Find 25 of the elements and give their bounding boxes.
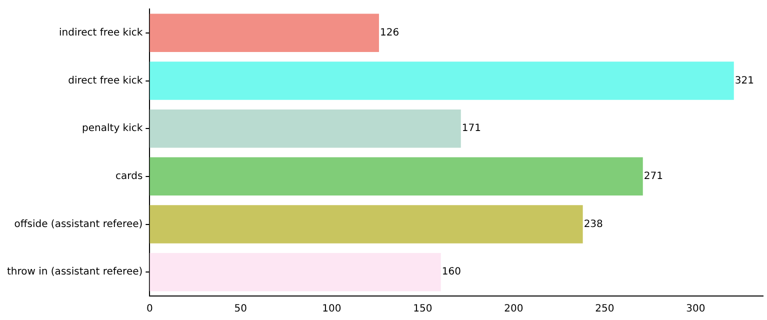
bar [150, 14, 379, 52]
bar [150, 252, 441, 292]
y-tick-label: throw in (assistant referee) [6, 266, 143, 278]
data-label: 238 [584, 218, 603, 230]
y-tick-label: offside (assistant referee) [14, 218, 143, 230]
x-tick-label: 300 [686, 304, 706, 315]
data-label: 321 [734, 75, 754, 86]
bar [150, 205, 583, 244]
x-tick-label: 50 [234, 304, 248, 315]
bar [150, 157, 643, 196]
x-tick-label: 0 [146, 304, 153, 315]
bar [150, 109, 461, 148]
data-label: 171 [462, 123, 481, 134]
data-label: 271 [644, 171, 663, 182]
x-tick-label: 100 [322, 304, 342, 315]
data-label: 126 [380, 28, 400, 39]
x-tick-label: 250 [595, 304, 614, 315]
x-tick-label: 150 [413, 304, 432, 315]
y-tick-label: penalty kick [82, 123, 143, 134]
y-tick-label: indirect free kick [59, 28, 143, 39]
x-tick-label: 200 [504, 304, 524, 315]
y-tick-label: cards [116, 171, 143, 182]
data-label: 160 [442, 266, 461, 278]
y-tick-label: direct free kick [68, 75, 143, 86]
bar [150, 62, 734, 100]
